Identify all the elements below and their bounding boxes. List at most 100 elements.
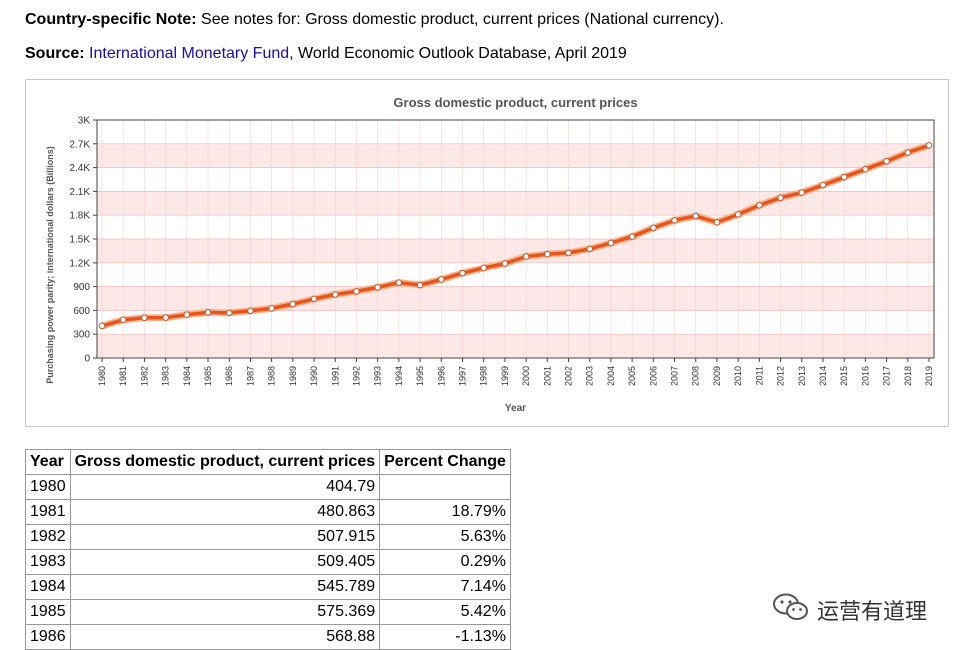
source-label: Source: bbox=[25, 45, 85, 62]
data-point bbox=[162, 314, 169, 321]
table-row: 1985 575.369 5.42% bbox=[25, 599, 511, 625]
x-tick-label: 2015 bbox=[839, 366, 849, 386]
x-tick-label: 1992 bbox=[351, 366, 361, 386]
y-tick-label: 0 bbox=[84, 354, 90, 365]
cell-change bbox=[379, 474, 511, 500]
data-point bbox=[925, 142, 933, 149]
data-point bbox=[183, 311, 191, 319]
table-row: 1986 568.88 -1.13% bbox=[25, 624, 511, 650]
cell-change: -1.13% bbox=[379, 624, 511, 650]
data-point bbox=[268, 305, 275, 312]
chart-title: Gross domestic product, current prices bbox=[393, 95, 637, 110]
x-tick-label: 2012 bbox=[776, 366, 786, 386]
cell-change: 5.63% bbox=[379, 524, 511, 550]
cell-year: 1986 bbox=[25, 624, 71, 650]
data-point bbox=[522, 253, 530, 260]
imf-link[interactable]: International Monetary Fund bbox=[89, 45, 290, 62]
cell-gdp: 545.789 bbox=[69, 574, 381, 600]
series-line bbox=[101, 143, 930, 328]
cell-year: 1981 bbox=[25, 499, 71, 525]
x-tick-label: 1990 bbox=[309, 366, 319, 386]
cell-year: 1980 bbox=[25, 474, 71, 500]
grid-band bbox=[97, 191, 934, 216]
header-percent-change: Percent Change bbox=[379, 449, 511, 475]
x-tick-label: 1980 bbox=[97, 366, 107, 386]
source-text: , World Economic Outlook Database, April… bbox=[289, 45, 627, 62]
grid-band bbox=[97, 215, 934, 239]
data-point bbox=[862, 165, 869, 173]
y-tick-label: 2.7K bbox=[69, 139, 90, 150]
cell-year: 1985 bbox=[25, 599, 71, 625]
cell-change: 5.42% bbox=[379, 599, 511, 625]
y-tick-label: 1.8K bbox=[69, 211, 90, 222]
grid-band bbox=[97, 334, 934, 358]
x-tick-label: 2010 bbox=[733, 366, 743, 386]
y-tick-label: 2.4K bbox=[69, 163, 90, 174]
data-point bbox=[395, 279, 403, 286]
table-row: 1983 509.405 0.29% bbox=[25, 549, 511, 575]
grid-band bbox=[97, 239, 934, 263]
grid-band bbox=[97, 262, 934, 287]
x-ticks: 1980 1981 1982 1983 1984 1985 1986 1987 1988 1989… bbox=[97, 358, 934, 386]
data-point bbox=[840, 173, 848, 181]
watermark: 运营有道理 bbox=[771, 592, 927, 627]
cell-change: 7.14% bbox=[379, 574, 511, 600]
table-header-row: Year Gross domestic product, current pri… bbox=[25, 449, 511, 475]
cell-change: 0.29% bbox=[379, 549, 511, 575]
x-tick-label: 1998 bbox=[479, 366, 489, 386]
chart-svg: 0 300 600 900 1.2K 1.5K 1.8K 2.1K 2.4K 2.7K 3K 198… bbox=[45, 95, 935, 414]
x-tick-label: 2006 bbox=[648, 366, 658, 386]
data-point bbox=[819, 181, 827, 189]
x-tick-label: 1984 bbox=[182, 366, 192, 386]
note-label: Country-specific Note: bbox=[25, 11, 197, 28]
cell-year: 1983 bbox=[25, 549, 71, 575]
x-tick-label: 1986 bbox=[224, 366, 234, 386]
data-point bbox=[225, 309, 233, 317]
x-tick-label: 1991 bbox=[330, 366, 340, 386]
data-point bbox=[883, 157, 890, 165]
data-point bbox=[289, 300, 297, 308]
cell-gdp: 404.79 bbox=[69, 474, 381, 500]
data-point bbox=[671, 217, 678, 224]
x-tick-label: 1997 bbox=[457, 366, 467, 386]
data-point bbox=[353, 288, 360, 295]
header-year: Year bbox=[25, 449, 71, 475]
data-point bbox=[544, 250, 551, 258]
y-tick-label: 600 bbox=[73, 306, 90, 317]
table-row: 1980 404.79 bbox=[25, 474, 511, 500]
data-point bbox=[374, 284, 381, 291]
data-point bbox=[310, 295, 318, 303]
y-tick-label: 900 bbox=[73, 282, 90, 293]
wechat-icon bbox=[771, 592, 811, 627]
x-tick-label: 1996 bbox=[436, 366, 446, 386]
grid-band bbox=[97, 286, 934, 311]
x-tick-label: 1989 bbox=[288, 366, 298, 386]
cell-change: 18.79% bbox=[379, 499, 511, 525]
data-point bbox=[607, 239, 615, 247]
source-line: Source: International Monetary Fund, Wor… bbox=[25, 44, 627, 64]
data-point bbox=[713, 219, 721, 226]
x-tick-label: 2009 bbox=[712, 366, 722, 386]
x-tick-label: 2003 bbox=[585, 366, 595, 386]
data-point bbox=[204, 309, 212, 316]
y-tick-label: 1.2K bbox=[69, 258, 90, 269]
x-tick-label: 2014 bbox=[818, 366, 828, 386]
data-point bbox=[650, 224, 657, 232]
x-tick-label: 2017 bbox=[882, 366, 892, 386]
cell-year: 1982 bbox=[25, 524, 71, 550]
y-tick-label: 2.1K bbox=[69, 187, 90, 198]
data-point bbox=[756, 201, 763, 209]
x-tick-label: 2005 bbox=[627, 366, 637, 386]
data-point bbox=[247, 307, 254, 315]
y-ticks: 0 300 600 900 1.2K 1.5K 1.8K 2.1K 2.4K 2.7K 3K bbox=[69, 116, 97, 365]
grid-band bbox=[97, 143, 934, 168]
cell-gdp: 568.88 bbox=[69, 624, 381, 650]
data-point bbox=[480, 264, 487, 272]
x-tick-label: 1987 bbox=[245, 366, 255, 386]
x-tick-label: 1999 bbox=[500, 366, 510, 386]
table-row: 1984 545.789 7.14% bbox=[25, 574, 511, 600]
y-axis-label: Purchasing power parity; international d… bbox=[45, 146, 55, 384]
x-tick-label: 2011 bbox=[754, 366, 764, 385]
cell-gdp: 507.915 bbox=[69, 524, 381, 550]
data-point bbox=[98, 322, 106, 330]
